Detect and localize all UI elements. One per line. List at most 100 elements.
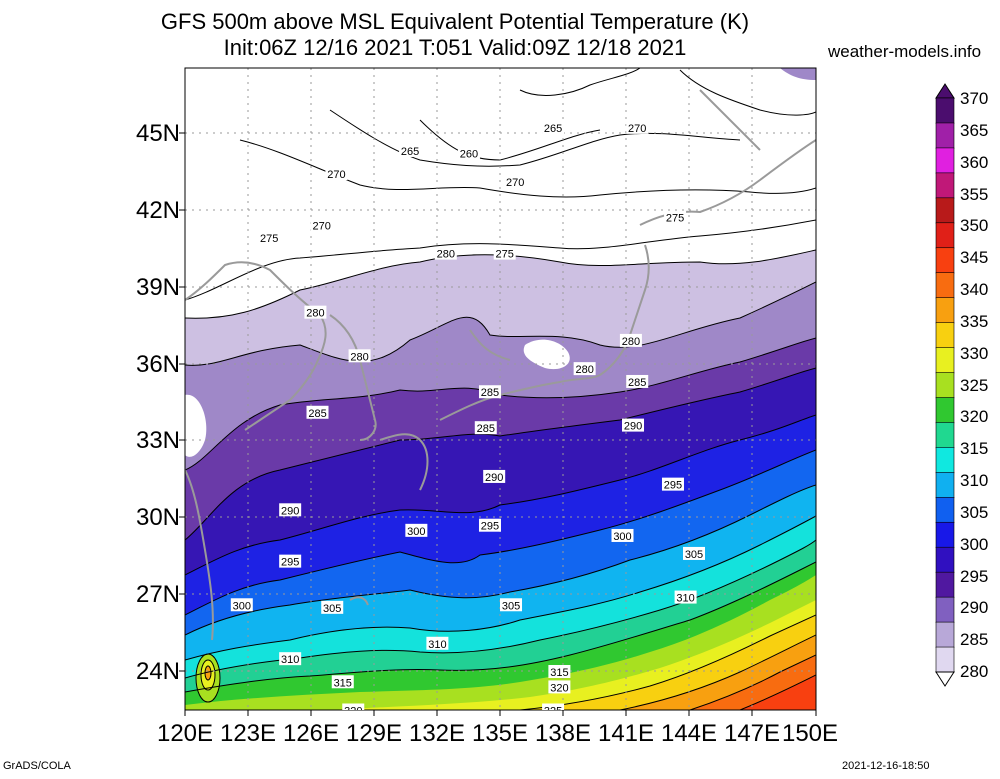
colorbar-swatch <box>935 347 955 374</box>
lon-label: 147E <box>723 720 781 747</box>
lat-label: 36N <box>135 351 180 378</box>
colorbar-level-label: 370 <box>960 89 989 108</box>
contour-label: 270 <box>506 177 524 189</box>
lat-label: 45N <box>135 120 180 147</box>
contour-label: 290 <box>281 505 299 517</box>
colorbar-level-label: 360 <box>960 152 989 172</box>
contour-label-bg <box>664 210 687 224</box>
lat-label: 33N <box>135 427 180 454</box>
colorbar-level-label: 280 <box>960 662 989 681</box>
contour-label-bg <box>426 636 449 650</box>
contour-label: 300 <box>233 600 251 612</box>
contour-label: 295 <box>664 480 682 492</box>
colorbar-level-label: 330 <box>960 343 989 363</box>
contour-label-bg <box>279 554 302 568</box>
colorbar-swatch <box>935 546 955 573</box>
contour-label: 285 <box>308 408 326 420</box>
contour-label: 280 <box>437 249 455 261</box>
contour-label: 280 <box>306 308 324 320</box>
axis-ticks <box>179 132 817 716</box>
colorbar-level-label: 340 <box>960 280 989 299</box>
colorbar-level-label: 305 <box>960 502 989 522</box>
contour-label: 275 <box>496 249 514 261</box>
contour-label: 295 <box>481 521 499 533</box>
colorbar-swatch <box>935 247 955 274</box>
colorbar-level-label: 285 <box>960 630 989 650</box>
contour-label: 315 <box>550 667 568 679</box>
colorbar <box>935 83 955 687</box>
colorbar-level-label: 320 <box>960 407 989 427</box>
contour-label: 280 <box>575 364 593 376</box>
contour-label: 290 <box>624 421 642 433</box>
contour-label-bg <box>279 652 302 666</box>
colorbar-level-label: 310 <box>960 471 989 490</box>
lat-label: 27N <box>135 581 180 608</box>
contour-label: 310 <box>428 639 446 651</box>
contour-label-bg <box>626 374 649 388</box>
contour-label: 320 <box>550 682 568 694</box>
contour-label: 300 <box>407 526 425 538</box>
contour-label: 300 <box>613 531 631 543</box>
contour-label: 280 <box>350 351 368 363</box>
colorbar-swatch <box>935 472 955 499</box>
contour-label-bg <box>661 477 684 491</box>
contour-label-bg <box>548 665 571 678</box>
contour-label: 305 <box>502 600 520 612</box>
colorbar-level-label: 350 <box>960 216 989 236</box>
colorbar-swatch <box>935 397 955 424</box>
colorbar-swatch <box>935 147 955 174</box>
contour-label-bg <box>542 120 565 134</box>
contour-label: 310 <box>676 593 694 605</box>
contour-label-bg <box>611 528 634 542</box>
colorbar-swatch <box>935 97 955 124</box>
lon-label: 132E <box>408 720 466 747</box>
colorbar-level-label: 300 <box>960 534 989 554</box>
contour-label: 325 <box>544 706 562 718</box>
lon-label: 135E <box>471 720 529 747</box>
colorbar-level-label: 290 <box>960 598 989 618</box>
colorbar-swatch <box>935 297 955 324</box>
lat-label: 24N <box>135 658 180 685</box>
title-line-1: GFS 500m above MSL Equivalent Potential … <box>160 9 750 34</box>
contour-label-bg <box>405 523 428 537</box>
colorbar-swatch <box>935 497 955 524</box>
contour-label: 320 <box>344 706 362 718</box>
contour-labels: 265 270 265 260 270 270 270 275 275 280 275 280 280 2… <box>230 120 706 718</box>
lon-label: 150E <box>781 720 839 747</box>
lon-label: 123E <box>219 720 277 747</box>
contour-label-bg <box>483 469 506 483</box>
site-credit: weather-models.info <box>828 42 982 61</box>
contour-label: 265 <box>544 123 562 135</box>
colorbar-swatch <box>935 322 955 349</box>
contour-label: 290 <box>485 472 503 484</box>
contour-label-bg <box>434 246 457 260</box>
colorbar-swatch <box>935 596 955 623</box>
contour-label: 310 <box>281 654 299 666</box>
contour-label-bg <box>626 120 649 134</box>
title-line-2: Init:06Z 12/16 2021 T:051 Valid:09Z 12/1… <box>223 35 687 60</box>
colorbar-max-arrow <box>935 83 955 99</box>
contour-label-bg <box>474 421 497 435</box>
colorbar-level-label: 345 <box>960 248 989 268</box>
contour-label-bg <box>230 598 253 612</box>
lat-label: 30N <box>135 504 180 531</box>
contour-label: 275 <box>666 213 684 225</box>
colorbar-swatch <box>935 646 955 673</box>
contour-label: 305 <box>685 549 703 561</box>
contour-label-bg <box>478 518 501 532</box>
contour-label-bg <box>399 143 422 157</box>
contour-label-bg <box>622 418 645 432</box>
contour-label: 275 <box>260 233 278 245</box>
contour-label-bg <box>310 218 333 232</box>
colorbar-swatch <box>935 447 955 474</box>
contour-label-bg <box>304 305 327 319</box>
colorbar-level-label: 295 <box>960 566 989 586</box>
colorbar-level-label: 355 <box>960 184 989 204</box>
contour-label-bg <box>500 598 523 612</box>
contour-lines <box>185 68 816 710</box>
contour-label: 295 <box>281 557 299 569</box>
colorbar-min-arrow <box>935 671 955 687</box>
lon-label: 120E <box>156 720 214 747</box>
lat-label: 39N <box>135 274 180 301</box>
